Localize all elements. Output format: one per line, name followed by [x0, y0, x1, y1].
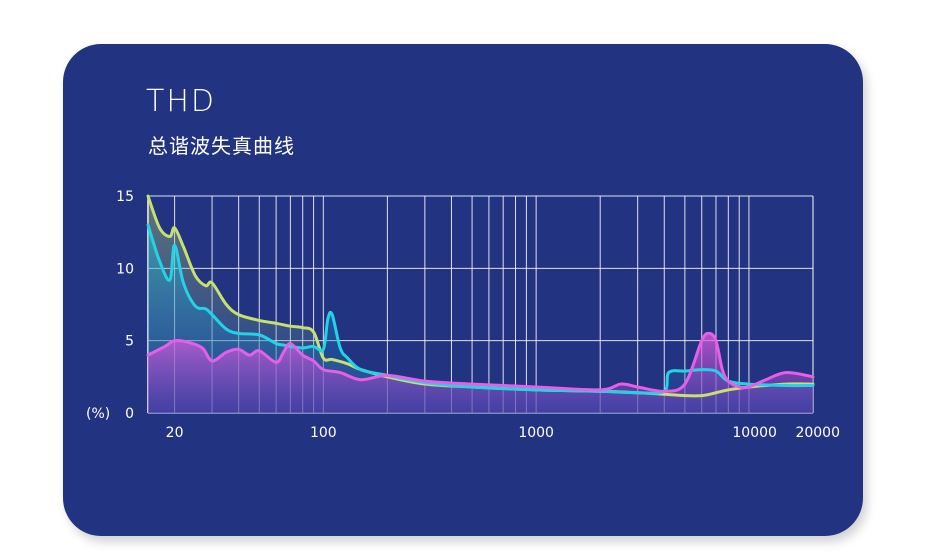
x-tick-label: 10000 — [732, 425, 777, 441]
y-tick-label: 10 — [116, 261, 134, 277]
y-tick-label: 15 — [116, 189, 134, 205]
series-line-yellow — [146, 194, 815, 398]
y-axis-unit-label: (%) — [86, 406, 110, 422]
x-tick-label: 1000 — [518, 425, 554, 441]
x-tick-label: 20000 — [795, 425, 840, 441]
series-lines — [146, 194, 815, 398]
series-areas — [148, 196, 813, 413]
axis-labels: 0 5 10 15 (%) 20 100 1000 10000 20000 — [86, 189, 840, 441]
y-tick-label: 5 — [125, 334, 134, 350]
chart-title: THD — [146, 84, 216, 119]
x-tick-label: 20 — [166, 425, 184, 441]
series-line-cyan — [146, 223, 815, 395]
chart-subtitle: 总谐波失真曲线 — [148, 134, 295, 158]
y-tick-label: 0 — [125, 406, 134, 422]
x-tick-label: 100 — [310, 425, 337, 441]
series-line-magenta — [146, 331, 815, 393]
